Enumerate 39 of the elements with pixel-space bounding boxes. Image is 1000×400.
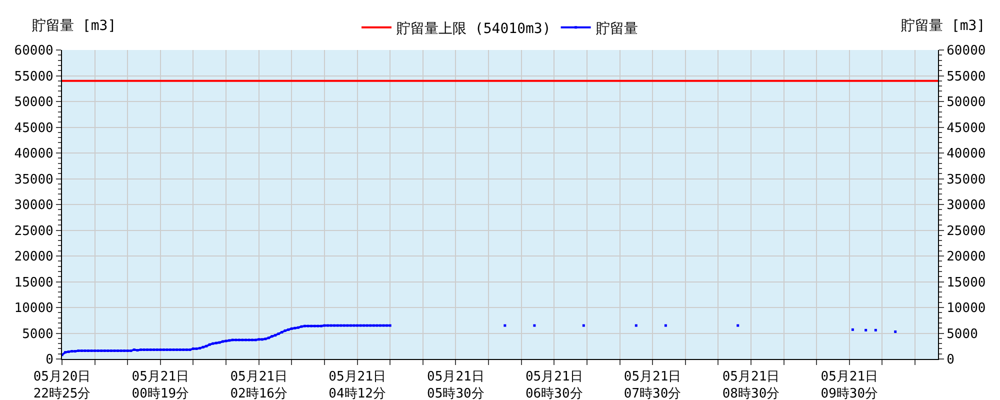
legend-label: 貯留量 [596, 20, 638, 37]
y2-axis-title: 貯留量 [m3] [901, 18, 986, 34]
y2-tick-label: 55000 [946, 69, 986, 84]
y2-tick-label: 35000 [946, 172, 986, 188]
y2-tick-label: 45000 [946, 120, 986, 136]
y-tick-label: 35000 [14, 172, 54, 188]
y-tick-label: 10000 [14, 301, 54, 316]
y-tick-label: 30000 [14, 198, 54, 214]
y-tick-label: 5000 [22, 326, 54, 342]
x-tick-label: 05月21日 04時12分 [328, 370, 386, 400]
y2-tick-label: 25000 [946, 224, 986, 239]
y2-tick-label: 40000 [946, 146, 986, 162]
y2-tick-label: 5000 [946, 326, 978, 342]
y-tick-label: 0 [46, 352, 54, 368]
y-tick-label: 40000 [14, 146, 54, 162]
y-tick-label: 55000 [14, 69, 54, 84]
y-tick-label: 25000 [14, 224, 54, 239]
x-tick-label: 05月21日 08時30分 [722, 370, 780, 400]
x-tick-label: 05月21日 09時30分 [820, 370, 878, 400]
x-tick-label: 05月21日 06時30分 [525, 370, 583, 400]
y-tick-label: 60000 [14, 44, 54, 59]
y2-tick-label: 30000 [946, 198, 986, 214]
y-tick-label: 20000 [14, 250, 54, 265]
y2-tick-label: 50000 [946, 95, 986, 110]
legend-label: 貯留量上限 (54010m3) [396, 20, 551, 37]
y2-tick-label: 20000 [946, 250, 986, 265]
y2-tick-label: 0 [946, 352, 954, 368]
x-tick-label: 05月21日 00時19分 [132, 370, 190, 400]
x-tick-label: 05月21日 07時30分 [624, 370, 682, 400]
y2-tick-label: 15000 [946, 275, 986, 290]
x-tick-label: 05月21日 02時16分 [230, 370, 288, 400]
y-tick-label: 50000 [14, 95, 54, 110]
y2-tick-label: 10000 [946, 301, 986, 316]
x-tick-label: 05月20日 22時25分 [33, 370, 91, 400]
y-tick-label: 15000 [14, 275, 54, 290]
y-tick-label: 45000 [14, 120, 54, 136]
x-tick-label: 05月21日 05時30分 [427, 370, 484, 400]
y2-tick-label: 60000 [946, 44, 986, 59]
y-axis-title: 貯留量 [m3] [32, 18, 116, 34]
